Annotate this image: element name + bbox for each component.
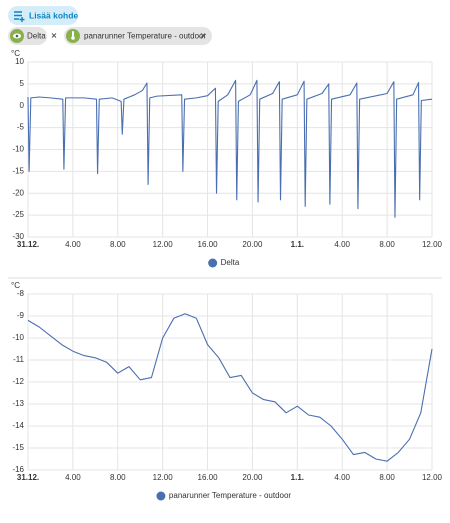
x-tick-label: 4.00 [334, 240, 350, 249]
eye-pupil [15, 34, 19, 38]
x-tick-label: 4.00 [65, 473, 81, 482]
x-tick-label: 16.00 [198, 240, 219, 249]
x-tick-label: 8.00 [110, 240, 126, 249]
x-tick-label: 4.00 [65, 240, 81, 249]
y-tick-label: -14 [12, 421, 24, 430]
x-tick-label: 12.00 [422, 473, 443, 482]
y-tick-label: -9 [17, 311, 25, 320]
x-tick-label: 31.12. [17, 240, 39, 249]
y-tick-label: -12 [12, 377, 24, 386]
chip-remove[interactable] [200, 33, 206, 38]
chip[interactable]: panarunner Temperature - outdoor [64, 27, 212, 45]
x-tick-label: 31.12. [17, 473, 39, 482]
y-tick-label: -11 [13, 355, 25, 364]
y-tick-label: 5 [20, 79, 25, 88]
legend-label: panarunner Temperature - outdoor [169, 491, 291, 500]
y-tick-label: -8 [17, 289, 25, 298]
y-tick-label: -16 [12, 465, 24, 474]
chip-label: panarunner Temperature - outdoor [84, 32, 206, 41]
chip[interactable]: Delta [8, 27, 57, 45]
add-button[interactable]: Lisää kohde [8, 6, 78, 25]
x-tick-label: 16.00 [198, 473, 219, 482]
y-tick-label: -5 [17, 123, 25, 132]
add-button-bg[interactable] [8, 6, 78, 25]
x-tick-label: 1.1. [291, 240, 304, 249]
x-tick-label: 12.00 [422, 240, 443, 249]
x-tick-label: 12.00 [153, 240, 174, 249]
y-tick-label: 10 [15, 57, 24, 66]
legend-marker [156, 491, 166, 501]
thermometer-bulb [71, 36, 75, 40]
legend-marker [208, 258, 218, 268]
y-tick-label: -20 [12, 188, 24, 197]
thermometer-icon [72, 31, 74, 37]
y-tick-label: -25 [12, 210, 24, 219]
legend-label: Delta [221, 258, 240, 267]
y-tick-label: -10 [12, 145, 24, 154]
y-tick-label: -30 [12, 232, 24, 241]
chip-bg[interactable] [64, 27, 212, 45]
chip-remove[interactable] [51, 33, 57, 38]
y-tick-label: -15 [12, 166, 24, 175]
chip-label: Delta [27, 32, 46, 41]
y-tick-label: -15 [12, 443, 24, 452]
data-line [27, 313, 433, 462]
y-tick-label: 0 [20, 101, 25, 110]
x-tick-label: 20.00 [242, 473, 263, 482]
x-tick-label: 1.1. [291, 473, 304, 482]
x-tick-label: 4.00 [334, 473, 350, 482]
x-tick-label: 8.00 [379, 473, 395, 482]
x-tick-label: 8.00 [110, 473, 126, 482]
y-axis-label: °C [11, 281, 20, 290]
y-tick-label: -10 [12, 333, 24, 342]
add-icon [14, 11, 25, 22]
x-tick-label: 20.00 [242, 240, 263, 249]
x-tick-label: 8.00 [379, 240, 395, 249]
data-line [27, 79, 433, 218]
y-axis-label: °C [11, 49, 20, 58]
x-tick-label: 12.00 [153, 473, 174, 482]
add-button-label[interactable]: Lisää kohde [29, 10, 78, 20]
y-tick-label: -13 [12, 399, 24, 408]
